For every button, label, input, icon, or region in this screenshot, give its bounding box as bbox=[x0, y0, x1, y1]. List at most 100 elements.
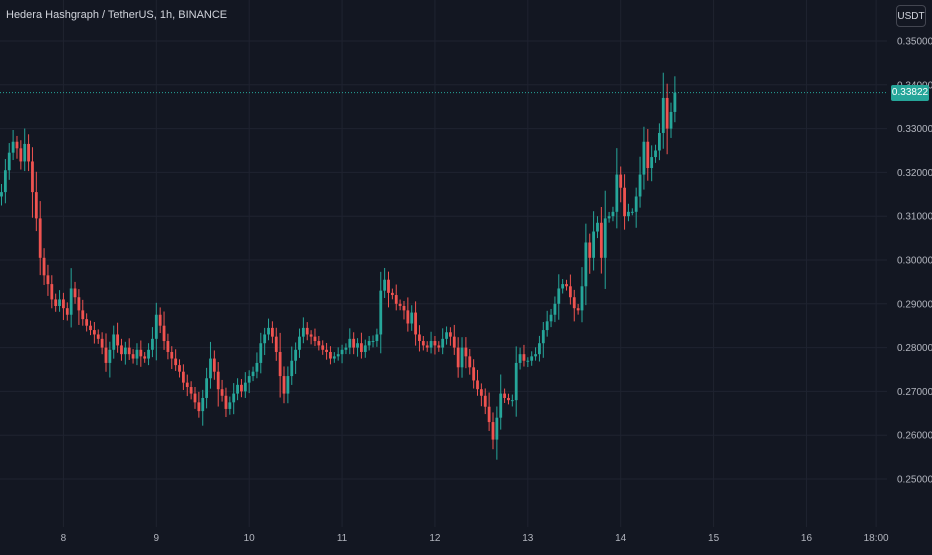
candle-body bbox=[81, 310, 85, 320]
candle-body bbox=[31, 161, 34, 193]
candle-body bbox=[406, 310, 410, 324]
y-tick-label: 0.26000 bbox=[897, 431, 932, 442]
candle-body bbox=[456, 347, 460, 368]
candle-body bbox=[34, 192, 38, 219]
candle-body bbox=[298, 336, 301, 350]
y-tick-label: 0.28000 bbox=[897, 343, 932, 354]
candle-body bbox=[197, 402, 201, 412]
x-tick-label: 9 bbox=[154, 533, 160, 544]
candle-body bbox=[96, 334, 100, 339]
candle-body bbox=[360, 343, 363, 352]
candle-body bbox=[278, 351, 282, 377]
candle-body bbox=[576, 308, 580, 311]
candle-body bbox=[112, 334, 116, 350]
x-tick-label: 15 bbox=[708, 533, 720, 544]
candle-body bbox=[534, 354, 537, 357]
candle-body bbox=[174, 358, 178, 366]
candle-body bbox=[441, 338, 445, 348]
candle-body bbox=[348, 338, 352, 348]
candle-body bbox=[630, 211, 634, 213]
x-tick-label: 18:00 bbox=[864, 533, 889, 544]
x-tick-label: 16 bbox=[801, 533, 813, 544]
candle-body bbox=[619, 174, 623, 188]
candle-body bbox=[352, 338, 356, 348]
candle-body bbox=[325, 349, 328, 352]
candle-body bbox=[460, 347, 464, 368]
candle-body bbox=[100, 338, 104, 348]
candle-body bbox=[553, 303, 557, 315]
candle-body bbox=[599, 222, 603, 258]
candle-body bbox=[321, 345, 325, 350]
candle-body bbox=[123, 347, 127, 355]
candle-body bbox=[561, 284, 565, 289]
candle-body bbox=[224, 395, 228, 409]
candle-body bbox=[658, 132, 661, 151]
y-tick-label: 0.35000 bbox=[897, 37, 932, 48]
candle-body bbox=[646, 141, 650, 169]
candle-body bbox=[19, 148, 23, 162]
candle-body bbox=[572, 297, 576, 309]
candle-body bbox=[0, 192, 3, 197]
candle-body bbox=[526, 360, 530, 362]
x-tick-label: 12 bbox=[429, 533, 441, 544]
candle-body bbox=[634, 196, 638, 212]
candle-body bbox=[588, 242, 592, 258]
candle-body bbox=[309, 334, 313, 337]
candle-body bbox=[545, 321, 549, 331]
candle-body bbox=[85, 319, 89, 326]
candle-body bbox=[62, 299, 65, 309]
candle-body bbox=[344, 347, 348, 350]
grid-lines bbox=[0, 0, 887, 527]
candle-body bbox=[135, 349, 139, 359]
candle-body bbox=[611, 211, 615, 217]
candle-body bbox=[371, 341, 375, 343]
candle-body bbox=[642, 141, 646, 175]
candle-body bbox=[216, 371, 220, 390]
candle-body bbox=[549, 314, 553, 322]
candle-body bbox=[487, 406, 491, 423]
candle-body bbox=[425, 345, 429, 348]
candle-body bbox=[421, 341, 425, 346]
candle-body bbox=[209, 358, 212, 379]
candle-body bbox=[410, 312, 414, 324]
candle-body bbox=[650, 157, 654, 169]
candle-body bbox=[596, 222, 599, 232]
last-price-label: 0.33822 bbox=[891, 84, 929, 101]
candle-body bbox=[158, 314, 162, 326]
candle-body bbox=[394, 295, 398, 304]
currency-button[interactable]: USDT bbox=[896, 5, 926, 27]
candle-body bbox=[305, 327, 309, 335]
candle-body bbox=[54, 299, 58, 306]
candle-body bbox=[568, 286, 572, 298]
candle-body bbox=[332, 356, 336, 359]
candle-body bbox=[479, 389, 483, 396]
candle-body bbox=[363, 345, 367, 352]
candle-body bbox=[263, 334, 267, 344]
candle-body bbox=[193, 393, 197, 403]
candle-body bbox=[437, 345, 441, 348]
candle-body bbox=[127, 347, 131, 355]
candle-body bbox=[557, 288, 561, 304]
y-tick-label: 0.32000 bbox=[897, 168, 932, 179]
candle-body bbox=[65, 308, 69, 315]
candle-body bbox=[166, 341, 170, 352]
candle-body bbox=[38, 218, 42, 258]
candle-body bbox=[638, 174, 642, 197]
candle-body bbox=[367, 341, 371, 346]
candle-body bbox=[243, 382, 247, 392]
candle-body bbox=[433, 341, 437, 346]
candle-body bbox=[178, 365, 181, 372]
candle-body bbox=[654, 150, 657, 158]
candle-body bbox=[46, 275, 50, 285]
candle-body bbox=[7, 152, 11, 171]
candle-body bbox=[584, 242, 588, 287]
candle-body bbox=[77, 297, 81, 311]
candle-body bbox=[383, 279, 387, 291]
candle-body bbox=[116, 334, 119, 346]
candle-body bbox=[259, 343, 263, 363]
candle-body bbox=[27, 143, 30, 162]
candle-body bbox=[452, 336, 456, 348]
candle-body bbox=[379, 290, 383, 335]
